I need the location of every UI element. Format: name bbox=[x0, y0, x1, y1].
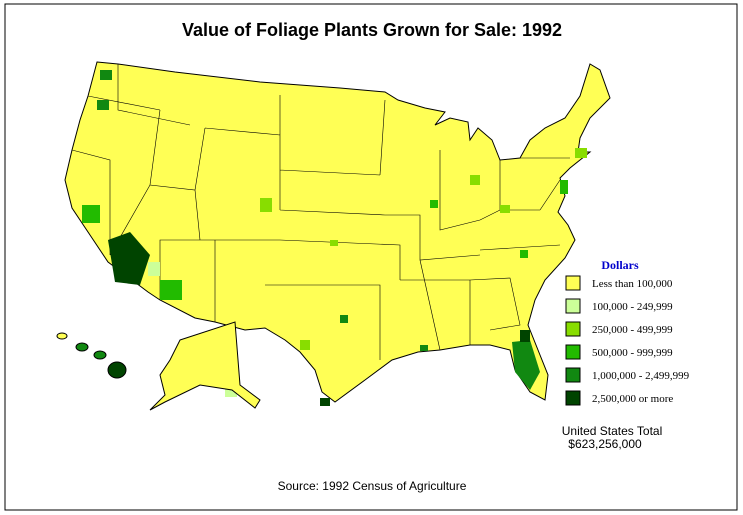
us-map bbox=[56, 61, 611, 411]
legend-label: 100,000 - 249,999 bbox=[592, 301, 673, 313]
legend-title: Dollars bbox=[601, 258, 639, 272]
legend-label: 1,000,000 - 2,499,999 bbox=[592, 370, 690, 382]
legend-label: 2,500,000 or more bbox=[592, 393, 673, 405]
total-value: $623,256,000 bbox=[568, 437, 642, 451]
legend-swatch bbox=[565, 367, 581, 383]
legend-swatch bbox=[565, 275, 581, 291]
legend-label: Less than 100,000 bbox=[592, 278, 673, 290]
state-lines bbox=[71, 64, 570, 360]
legend-swatch bbox=[565, 344, 581, 360]
legend-swatch bbox=[565, 298, 581, 314]
legend-swatch bbox=[565, 390, 581, 406]
legend-label: 500,000 - 999,999 bbox=[592, 347, 673, 359]
contiguous-us bbox=[64, 61, 611, 403]
total-label: United States Total bbox=[562, 424, 663, 438]
legend: Dollars Less than 100,000 100,000 - 249,9… bbox=[565, 258, 690, 406]
green-counties bbox=[82, 70, 587, 406]
hawaii bbox=[56, 332, 127, 379]
title: Value of Foliage Plants Grown for Sale: … bbox=[182, 20, 562, 40]
alaska bbox=[149, 321, 261, 411]
legend-label: 250,000 - 499,999 bbox=[592, 324, 673, 336]
legend-swatch bbox=[565, 321, 581, 337]
source: Source: 1992 Census of Agriculture bbox=[278, 479, 467, 493]
